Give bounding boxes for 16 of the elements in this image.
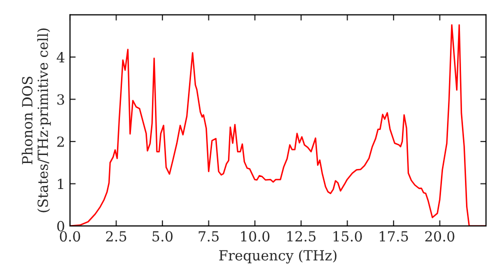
x-tick-label: 12.5	[287, 231, 316, 242]
y-tick-label: 2	[57, 136, 64, 147]
x-tick-label: 20.0	[425, 231, 454, 242]
y-tick-label: 0	[57, 220, 64, 232]
x-tick-label: 15.0	[334, 231, 362, 242]
y-axis-title: Phonon DOS (States/THz·primitive cell)	[22, 28, 51, 212]
y-tick-label: 4	[56, 52, 64, 62]
y-tick-label: 3	[57, 94, 64, 105]
x-tick-label: 2.5	[106, 231, 126, 242]
x-tick-label: 10.0	[241, 231, 270, 242]
x-axis-title: Frequency (THz)	[219, 250, 336, 264]
x-tick-label: 17.5	[380, 231, 408, 242]
x-tick-label: 5.0	[152, 231, 173, 242]
x-tick-label: 0.0	[60, 231, 80, 242]
y-tick-label: 1	[58, 178, 64, 190]
x-tick-label: 7.5	[198, 231, 219, 242]
